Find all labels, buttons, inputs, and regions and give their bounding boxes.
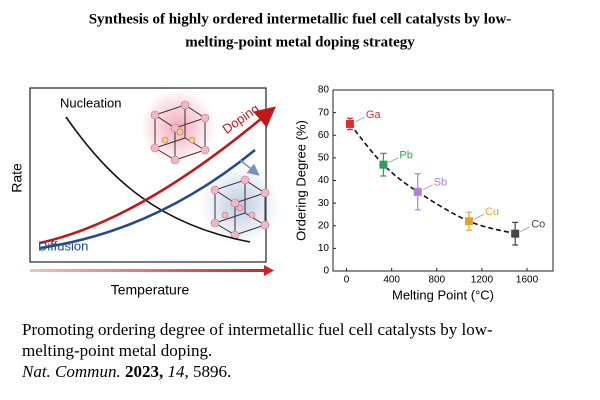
caption-line: melting-point metal doping. <box>22 341 212 360</box>
y-tick-label: 10 <box>318 243 330 254</box>
y-tick-label: 0 <box>323 266 329 277</box>
nucleation-curve <box>65 116 251 243</box>
y-tick-label: 30 <box>318 198 330 209</box>
diffusion-label: Diffusion <box>38 238 88 253</box>
point <box>379 160 388 169</box>
volume: 14 <box>167 362 185 381</box>
point <box>511 229 520 238</box>
doping-curve <box>39 106 276 245</box>
point-label: Cu <box>485 206 499 218</box>
y-tick-label: 70 <box>318 107 330 118</box>
atoms <box>150 100 270 240</box>
point-label: Ga <box>366 109 382 121</box>
citation: Nat. Commun. 2023, 14, 5896. <box>21 362 231 381</box>
y-axis-label: Ordering Degree (%) <box>293 120 308 241</box>
year: 2023, <box>125 362 163 381</box>
temperature-label: Temperature <box>111 282 190 298</box>
temperature-arrow <box>30 269 266 272</box>
journal: Nat. Commun. <box>21 362 121 381</box>
y-tick-label: 60 <box>318 130 330 141</box>
x-tick-label: 800 <box>428 275 445 286</box>
arrow <box>239 159 260 176</box>
y-tick-label: 80 <box>318 85 330 96</box>
doping-label: Doping <box>219 101 261 137</box>
point-label: Sb <box>434 177 447 189</box>
y-tick-label: 40 <box>318 175 330 186</box>
arrow-head <box>264 265 274 276</box>
x-tick-label: 400 <box>383 275 400 286</box>
x-tick-label: 1200 <box>471 275 494 286</box>
x-tick-label: 0 <box>344 275 350 286</box>
caption-line: Promoting ordering degree of intermetall… <box>22 320 493 339</box>
point-label: Co <box>531 219 545 231</box>
point <box>413 187 422 196</box>
leader-line <box>388 157 399 164</box>
point <box>345 119 354 128</box>
x-tick-label: 1600 <box>516 275 539 286</box>
title-line: Synthesis of highly ordered intermetalli… <box>89 11 512 27</box>
title-line: melting-point metal doping strategy <box>185 34 415 50</box>
x-axis-label: Melting Point (°C) <box>392 287 494 302</box>
schematic: Nucleation Doping Diffusion Rate Tempera… <box>9 87 280 298</box>
y-tick-label: 20 <box>318 220 330 231</box>
leader-line <box>520 226 531 233</box>
rate-label: Rate <box>9 163 25 193</box>
leader-line <box>354 116 366 123</box>
leader-line <box>473 213 485 220</box>
y-tick-label: 50 <box>318 153 330 164</box>
point <box>464 217 473 226</box>
point-label: Pb <box>399 150 412 162</box>
leader-line <box>422 184 433 191</box>
pages: , 5896. <box>184 362 231 381</box>
diffusion-curve <box>39 148 256 250</box>
nucleation-label: Nucleation <box>60 95 121 110</box>
